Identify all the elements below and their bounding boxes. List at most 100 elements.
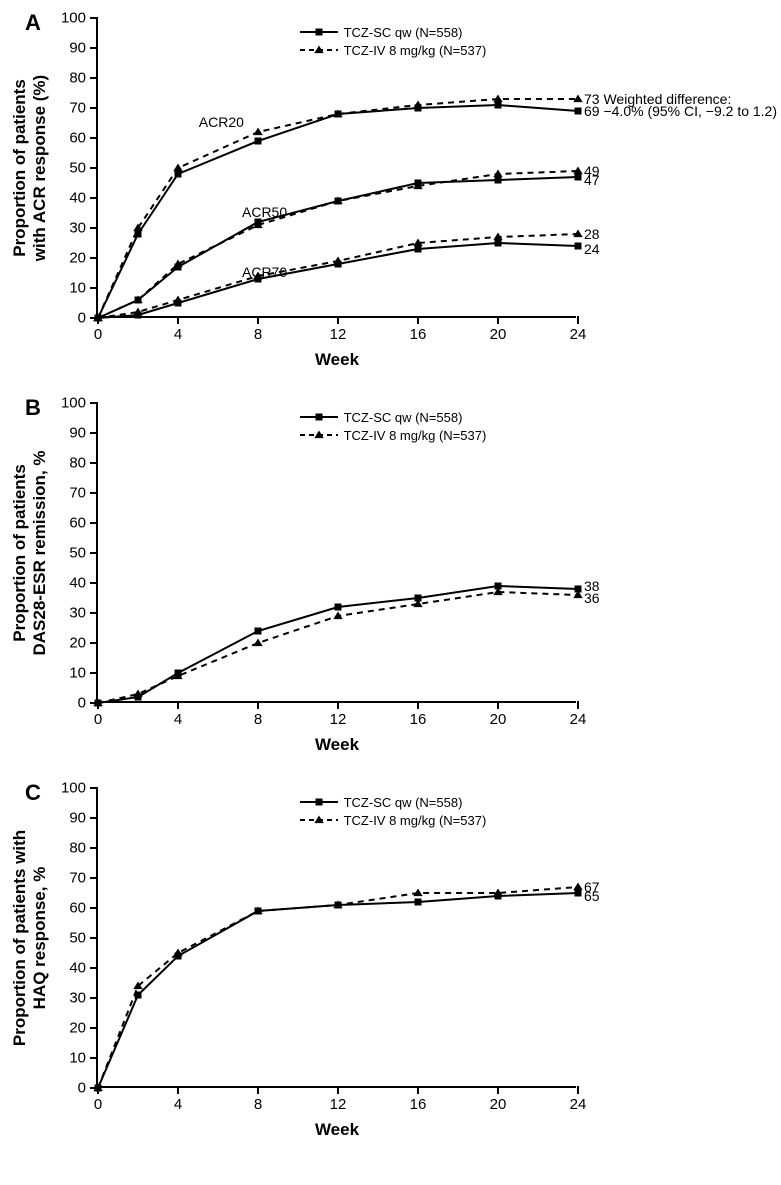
series-line-HAQ-SC xyxy=(98,893,578,1088)
legend-swatch xyxy=(300,409,338,425)
legend: TCZ-SC qw (N=558)TCZ-IV 8 mg/kg (N=537) xyxy=(300,24,487,60)
y-tick-label: 80 xyxy=(46,455,86,472)
x-tick-label: 24 xyxy=(570,711,587,728)
curve-label: ACR20 xyxy=(199,114,244,130)
y-tick-label: 70 xyxy=(46,870,86,887)
series-marker-ACR70-IV xyxy=(173,296,182,304)
series-marker-DAS28-SC xyxy=(335,604,342,611)
series-marker-ACR50-SC xyxy=(575,174,582,181)
y-tick xyxy=(90,197,98,199)
y-tick xyxy=(90,1027,98,1029)
y-tick xyxy=(90,17,98,19)
series-marker-ACR50-IV xyxy=(493,170,502,178)
y-tick-label: 20 xyxy=(46,1020,86,1037)
series-line-ACR70-SC xyxy=(98,243,578,318)
legend-label: TCZ-SC qw (N=558) xyxy=(344,25,463,40)
y-tick xyxy=(90,877,98,879)
plot-svg xyxy=(98,788,578,1088)
x-tick-label: 4 xyxy=(174,711,182,728)
y-tick xyxy=(90,967,98,969)
legend-swatch xyxy=(300,794,338,810)
x-axis-label: Week xyxy=(315,1120,359,1140)
y-tick-label: 90 xyxy=(46,425,86,442)
x-tick-label: 12 xyxy=(330,1096,347,1113)
y-tick-label: 50 xyxy=(46,930,86,947)
y-tick xyxy=(90,672,98,674)
series-marker-HAQ-SC xyxy=(415,899,422,906)
plot-region: 0102030405060708090100048121620243836TCZ… xyxy=(96,403,576,703)
y-tick-label: 100 xyxy=(46,780,86,797)
series-marker-ACR20-SC xyxy=(575,108,582,115)
x-tick-label: 24 xyxy=(570,326,587,343)
y-tick-label: 40 xyxy=(46,575,86,592)
plot-region: 0102030405060708090100048121620246765TCZ… xyxy=(96,788,576,1088)
x-axis-label: Week xyxy=(315,735,359,755)
y-tick-label: 20 xyxy=(46,250,86,267)
y-tick-label: 10 xyxy=(46,665,86,682)
y-tick-label: 50 xyxy=(46,160,86,177)
x-tick-label: 24 xyxy=(570,1096,587,1113)
y-tick-label: 40 xyxy=(46,960,86,977)
y-tick xyxy=(90,257,98,259)
series-marker-ACR70-SC xyxy=(575,243,582,250)
legend-label: TCZ-IV 8 mg/kg (N=537) xyxy=(344,813,487,828)
y-tick xyxy=(90,227,98,229)
y-tick-label: 60 xyxy=(46,515,86,532)
x-tick-label: 0 xyxy=(94,711,102,728)
y-tick-label: 80 xyxy=(46,840,86,857)
y-tick-label: 90 xyxy=(46,40,86,57)
y-tick-label: 70 xyxy=(46,100,86,117)
x-tick-label: 8 xyxy=(254,1096,262,1113)
y-tick xyxy=(90,817,98,819)
legend-item: TCZ-IV 8 mg/kg (N=537) xyxy=(300,812,487,828)
y-tick xyxy=(90,167,98,169)
y-tick xyxy=(90,582,98,584)
legend-swatch xyxy=(300,24,338,40)
x-tick-label: 0 xyxy=(94,326,102,343)
series-marker-ACR20-IV xyxy=(413,101,422,109)
legend-swatch xyxy=(300,812,338,828)
legend: TCZ-SC qw (N=558) TCZ-IV 8 mg/kg (N=537) xyxy=(300,409,487,445)
x-tick-label: 4 xyxy=(174,1096,182,1113)
y-tick xyxy=(90,77,98,79)
x-tick-label: 12 xyxy=(330,711,347,728)
legend-label: TCZ-SC qw (N=558) xyxy=(344,795,463,810)
y-tick-label: 20 xyxy=(46,635,86,652)
y-tick xyxy=(90,1057,98,1059)
x-tick-label: 16 xyxy=(410,711,427,728)
curve-label: ACR70 xyxy=(242,264,287,280)
y-tick xyxy=(90,937,98,939)
legend-item: TCZ-IV 8 mg/kg (N=537) xyxy=(300,427,487,443)
plot-region: 010203040506070809010004812162024ACR20AC… xyxy=(96,18,576,318)
y-tick-label: 10 xyxy=(46,280,86,297)
panel-label: B xyxy=(25,395,41,421)
y-tick-label: 60 xyxy=(46,130,86,147)
x-tick-label: 8 xyxy=(254,711,262,728)
legend-swatch xyxy=(300,427,338,443)
plot-svg xyxy=(98,18,578,318)
panel-A: A010203040506070809010004812162024ACR20A… xyxy=(0,10,781,395)
y-tick xyxy=(90,522,98,524)
y-tick xyxy=(90,787,98,789)
x-tick-label: 16 xyxy=(410,1096,427,1113)
series-marker-HAQ-IV xyxy=(573,883,582,891)
y-tick xyxy=(90,402,98,404)
series-marker-ACR20-IV xyxy=(253,128,262,136)
series-marker-ACR70-IV xyxy=(333,257,342,265)
series-line-ACR50-IV xyxy=(98,171,578,318)
series-marker-ACR70-SC xyxy=(495,240,502,247)
end-label: 65 xyxy=(584,888,600,904)
y-tick-label: 100 xyxy=(46,395,86,412)
series-marker-ACR50-SC xyxy=(495,177,502,184)
y-tick-label: 0 xyxy=(46,1080,86,1097)
y-tick-label: 30 xyxy=(46,220,86,237)
legend-item: TCZ-SC qw (N=558) xyxy=(300,409,487,425)
figure-container: A010203040506070809010004812162024ACR20A… xyxy=(0,0,781,1185)
series-marker-ACR20-SC xyxy=(495,102,502,109)
x-tick-label: 4 xyxy=(174,326,182,343)
y-tick-label: 0 xyxy=(46,310,86,327)
y-axis-label: Proportion of patients with HAQ response… xyxy=(10,830,50,1046)
legend-item: TCZ-SC qw (N=558) xyxy=(300,24,487,40)
y-tick-label: 0 xyxy=(46,695,86,712)
y-tick xyxy=(90,107,98,109)
